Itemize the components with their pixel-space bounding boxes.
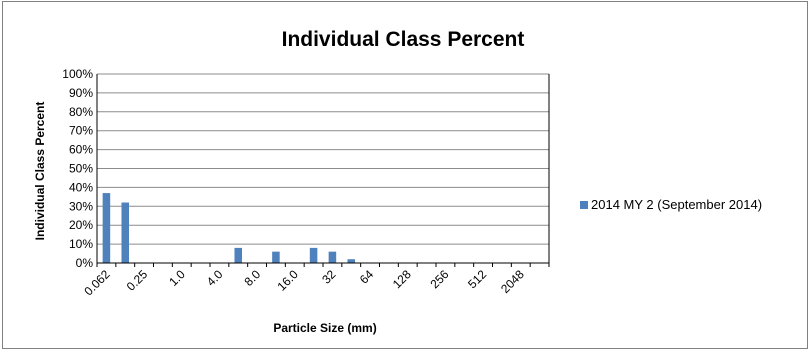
legend-label: 2014 MY 2 (September 2014) bbox=[591, 197, 762, 212]
x-tick-label: 1.0 bbox=[166, 267, 188, 289]
x-tick-label: 32 bbox=[319, 267, 339, 287]
gridlines bbox=[97, 73, 549, 264]
y-tick-label: 100% bbox=[62, 67, 93, 81]
y-tick-label: 10% bbox=[69, 237, 93, 251]
x-tick-label: 16.0 bbox=[274, 267, 301, 294]
x-tick-label: 64 bbox=[357, 267, 377, 287]
x-tick-label: 4.0 bbox=[204, 267, 226, 289]
bar-11.3 bbox=[272, 251, 280, 263]
y-tick-label: 20% bbox=[69, 218, 93, 232]
legend-swatch bbox=[580, 201, 588, 209]
y-tick-label: 70% bbox=[69, 124, 93, 138]
x-tick-label: 256 bbox=[427, 267, 451, 291]
chart-svg: Individual Class Percent 0% 10% 20% 30% 40% 5… bbox=[33, 28, 762, 335]
bar-0.062 bbox=[102, 193, 111, 263]
x-tick-label: 0.25 bbox=[124, 267, 151, 294]
y-tick-label: 80% bbox=[69, 105, 93, 119]
y-tick-label: 30% bbox=[69, 199, 93, 213]
bar-22.6 bbox=[309, 247, 318, 263]
x-tick-labels: 0.062 0.25 1.0 4.0 8.0 16.0 32 64 128 256 512 2048 bbox=[81, 267, 527, 298]
x-tick-label: 128 bbox=[390, 267, 414, 291]
y-tick-label: 60% bbox=[69, 143, 93, 157]
bar-5.7 bbox=[234, 247, 243, 263]
y-tick-labels: 0% 10% 20% 30% 40% 50% 60% 70% 80% 90% 100% bbox=[62, 67, 93, 270]
x-tick-label: 0.062 bbox=[81, 267, 112, 298]
bar-32 bbox=[328, 251, 337, 263]
bars bbox=[102, 193, 356, 263]
y-axis-title: Individual Class Percent bbox=[33, 102, 47, 241]
y-tick-label: 0% bbox=[76, 256, 94, 270]
y-tick-label: 50% bbox=[69, 162, 93, 176]
bar-0.125 bbox=[121, 202, 130, 263]
y-tick-label: 40% bbox=[69, 180, 93, 194]
x-tick-label: 2048 bbox=[498, 267, 527, 296]
axes bbox=[96, 74, 550, 267]
chart-area: Individual Class Percent 0% 10% 20% 30% 40% 5… bbox=[2, 1, 808, 349]
legend: 2014 MY 2 (September 2014) bbox=[580, 197, 762, 212]
x-axis-title: Particle Size (mm) bbox=[273, 321, 376, 335]
x-tick-label: 8.0 bbox=[242, 267, 264, 289]
bar-45 bbox=[347, 259, 356, 263]
x-tick-label: 512 bbox=[465, 267, 489, 291]
y-tick-label: 90% bbox=[69, 86, 93, 100]
chart-title: Individual Class Percent bbox=[282, 28, 525, 51]
